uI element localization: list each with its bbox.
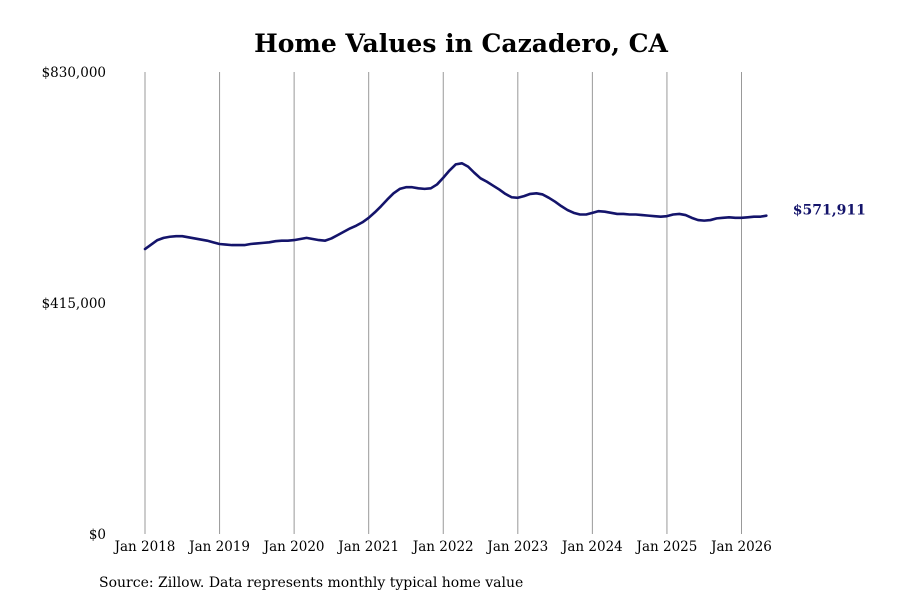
x-tick-label-2: Jan 2020 bbox=[262, 539, 325, 555]
x-tick-label-5: Jan 2023 bbox=[485, 539, 548, 555]
chart-title: Home Values in Cazadero, CA bbox=[254, 29, 668, 58]
x-tick-label-6: Jan 2024 bbox=[560, 539, 623, 555]
x-tick-label-0: Jan 2018 bbox=[113, 539, 176, 555]
y-tick-label-1: $415,000 bbox=[42, 296, 106, 312]
home-value-series-line bbox=[143, 161, 768, 251]
x-tick-label-1: Jan 2019 bbox=[187, 539, 250, 555]
source-note: Source: Zillow. Data represents monthly … bbox=[99, 575, 523, 591]
x-tick-label-7: Jan 2025 bbox=[635, 539, 698, 555]
x-tick-label-3: Jan 2021 bbox=[336, 539, 399, 555]
x-tick-label-8: Jan 2026 bbox=[709, 539, 772, 555]
vertical-grid-lines bbox=[144, 72, 742, 534]
x-tick-label-4: Jan 2022 bbox=[411, 539, 474, 555]
latest-value-label: $571,911 bbox=[793, 203, 866, 219]
x-axis-tick-labels: Jan 2018 Jan 2019 Jan 2020 Jan 2021 Jan 2022… bbox=[113, 539, 772, 555]
y-axis-tick-labels: $0 $415,000 $830,000 bbox=[42, 65, 106, 543]
y-tick-label-2: $830,000 bbox=[42, 65, 106, 81]
y-tick-label-0: $0 bbox=[89, 527, 106, 543]
